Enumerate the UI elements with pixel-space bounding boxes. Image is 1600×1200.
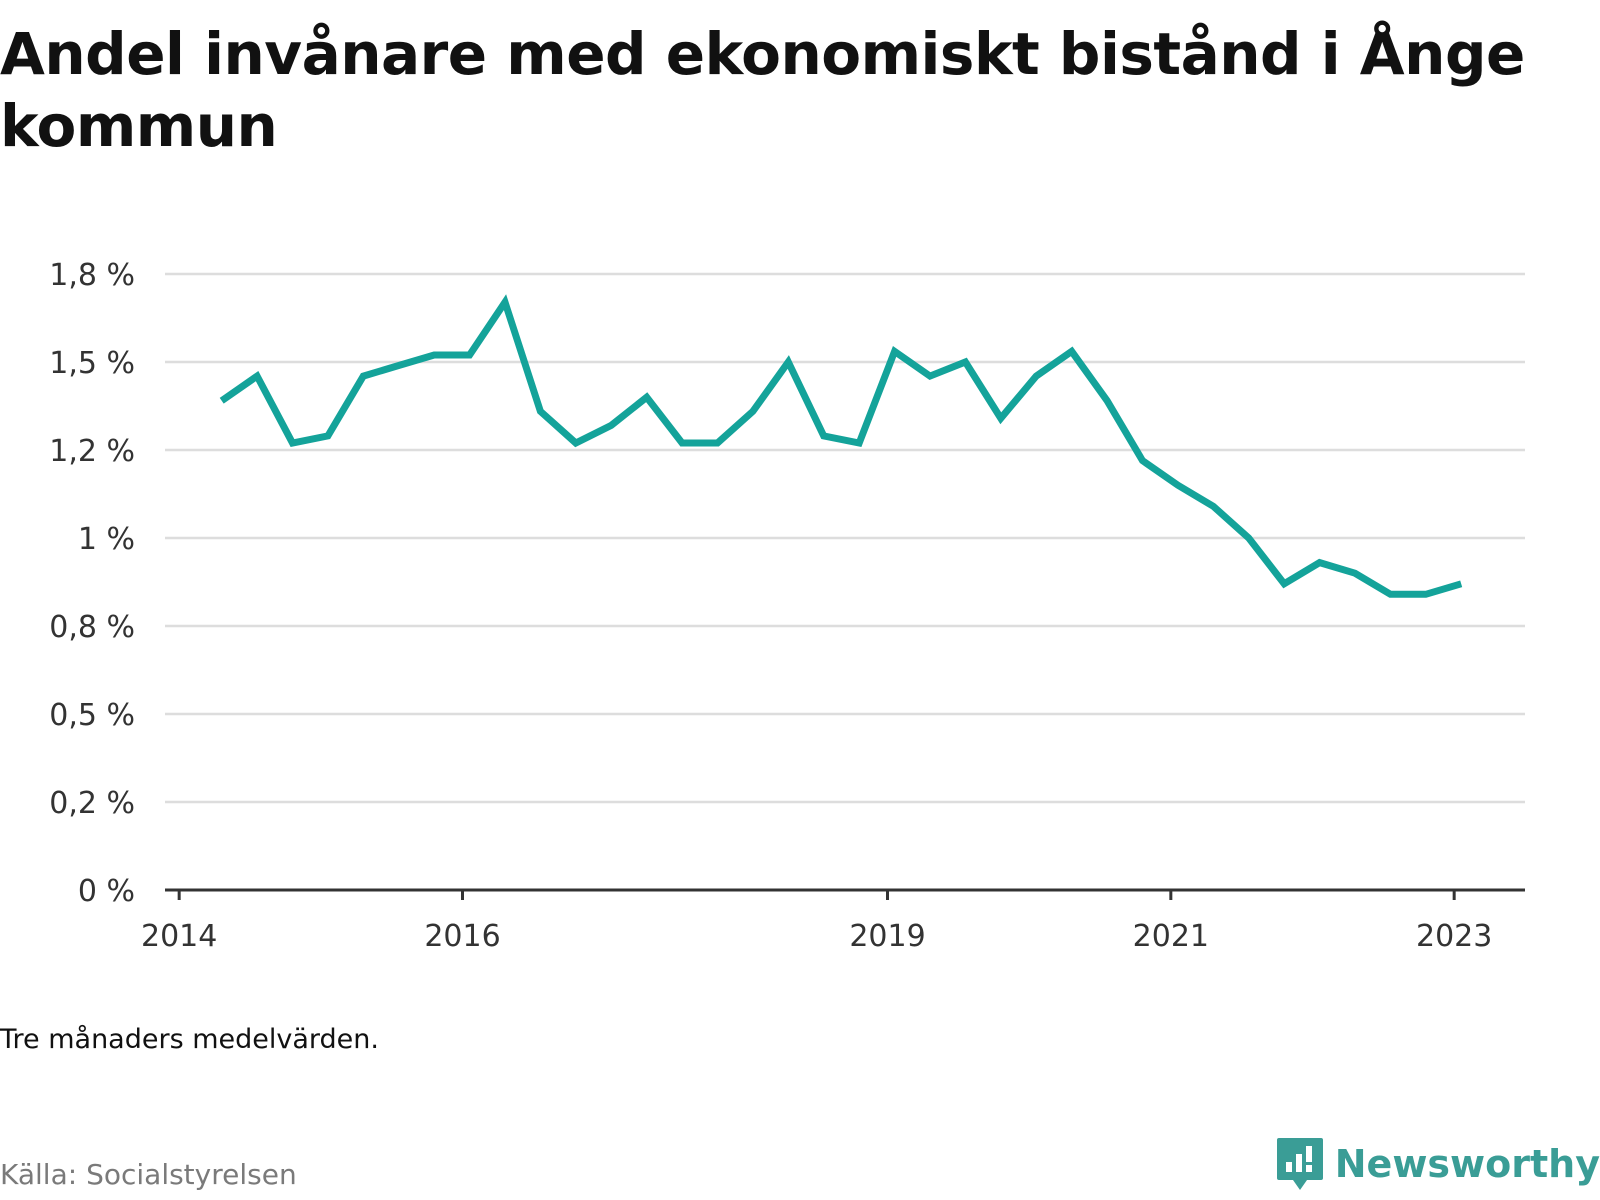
y-tick-label: 0,2 % [49,786,135,821]
chart-title: Andel invånare med ekonomiskt bistånd i … [0,20,1525,160]
x-tick-label: 2014 [141,919,217,954]
chart-note: Tre månaders medelvärden. [0,1024,379,1055]
y-tick-label: 0 % [78,874,135,909]
source-credit: Källa: Socialstyrelsen [0,1158,297,1191]
y-tick-label: 0,5 % [49,698,135,733]
x-tick-label: 2016 [424,919,500,954]
y-tick-label: 1,5 % [49,346,135,381]
gridlines [165,272,1525,804]
brand-name: Newsworthy [1334,1142,1600,1186]
y-tick-label: 1,8 % [49,258,135,293]
y-axis-tick-labels: 0 % 0,2 % 0,5 % 0,8 % 1 % 1,2 % 1,5 % 1,8 % [49,258,135,909]
line-chart: 0 % 0,2 % 0,5 % 0,8 % 1 % 1,2 % 1,5 % 1,8 % 201… [49,258,1525,954]
y-tick-label: 0,8 % [49,610,135,645]
y-tick-label: 1,2 % [49,434,135,469]
brand-logo: Newsworthy [1275,1136,1600,1192]
y-tick-label: 1 % [78,522,135,557]
series-lines [219,294,1463,598]
x-axis: 2014 2016 2019 2021 2023 [141,888,1525,954]
newsworthy-logo-icon [1276,1138,1323,1190]
x-tick-label: 2021 [1133,919,1209,954]
x-tick-label: 2019 [849,919,925,954]
series-line [219,294,1463,598]
x-tick-label: 2023 [1416,919,1492,954]
